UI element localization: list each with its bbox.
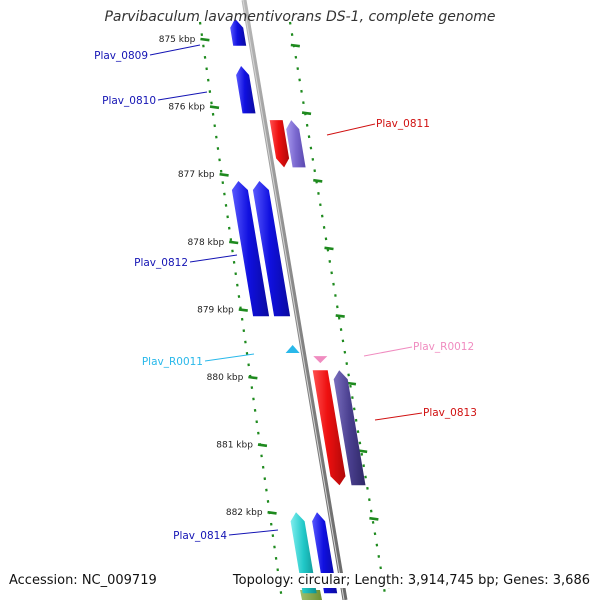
tick-2: 877 kbp	[178, 170, 323, 183]
label-leader-line	[204, 353, 255, 362]
gene-label-text: Plav_0814	[173, 530, 227, 542]
gene-Plav_0812	[252, 181, 291, 317]
accession-text: Accession: NC_009719	[9, 573, 157, 588]
gene-label-Plav_0811: Plav_0811	[326, 118, 430, 136]
tick-1: 876 kbp	[168, 103, 312, 116]
gene-Plav_0809	[230, 18, 247, 46]
gene-Plav_R0012	[313, 356, 328, 364]
map-title: Parvibaculum lavamentivorans DS-1, compl…	[104, 9, 496, 25]
tick-mark	[238, 308, 248, 312]
gene-Plav_0812a	[231, 181, 270, 317]
label-leader-line	[228, 529, 279, 536]
gene-Plav_0810	[236, 66, 256, 114]
label-leader-line	[363, 346, 413, 357]
labels-layer: Plav_0809 Plav_0810 Plav_0811 Plav_0812 Plav…	[94, 44, 477, 542]
gene-label-text: Plav_0812	[134, 257, 188, 269]
gene-Plav_0811	[269, 120, 290, 168]
label-leader-line	[374, 412, 423, 421]
tick-mark	[219, 172, 229, 177]
gene-Plav_0811b	[286, 120, 306, 168]
gene-label-text: Plav_0809	[94, 50, 148, 62]
tick-label: 881 kbp	[216, 441, 253, 451]
topology-text: Topology: circular; Length: 3,914,745 bp…	[230, 573, 590, 588]
gene-label-Plav_R0011: Plav_R0011	[142, 353, 255, 368]
gene-Plav_0813b	[333, 370, 366, 486]
tick-mark	[209, 105, 220, 110]
tick-label: 877 kbp	[178, 170, 215, 180]
tick-mark-right	[369, 516, 379, 521]
label-leader-line	[149, 44, 201, 56]
tick-mark	[248, 375, 258, 380]
tick-mark-right	[313, 178, 323, 183]
gene-label-text: Plav_R0012	[413, 341, 474, 353]
tick-mark-right	[335, 314, 345, 318]
genome-backbone	[241, 0, 348, 601]
gene-label-Plav_0812: Plav_0812	[134, 254, 238, 269]
right-ring-line	[288, 21, 388, 601]
tick-mark	[267, 510, 277, 515]
backbone-shine	[242, 0, 345, 601]
tick-mark	[257, 443, 268, 448]
tick-label: 875 kbp	[159, 35, 196, 45]
label-leader-line	[326, 123, 376, 136]
gene-Plav_R0011	[285, 344, 300, 353]
gene-label-text: Plav_R0011	[142, 356, 203, 368]
tick-mark-right	[324, 246, 334, 251]
tick-5: 880 kbp	[207, 373, 357, 386]
tick-mark	[229, 240, 239, 245]
tick-mark-right	[290, 43, 300, 48]
gene-label-Plav_0809: Plav_0809	[94, 44, 201, 62]
gene-label-text: Plav_0811	[376, 118, 430, 130]
tick-7: 882 kbp	[226, 508, 379, 521]
gene-label-Plav_0813: Plav_0813	[374, 407, 477, 421]
gene-label-Plav_R0012: Plav_R0012	[363, 341, 474, 357]
tick-mark-right	[301, 111, 312, 116]
gene-label-Plav_0810: Plav_0810	[102, 91, 208, 107]
tick-mark-right	[346, 381, 357, 386]
tick-label: 876 kbp	[168, 103, 205, 113]
label-leader-line	[189, 254, 238, 263]
tick-label: 880 kbp	[207, 373, 244, 383]
label-leader-line	[157, 91, 208, 101]
gene-label-text: Plav_0810	[102, 95, 156, 107]
tick-4: 879 kbp	[197, 305, 345, 318]
tick-3: 878 kbp	[188, 238, 334, 251]
tick-0: 875 kbp	[159, 35, 300, 48]
tick-label: 879 kbp	[197, 305, 234, 315]
gene-label-text: Plav_0813	[423, 407, 477, 419]
gene-label-Plav_0814: Plav_0814	[173, 529, 279, 542]
tick-mark	[200, 37, 210, 42]
gene-Plav_0813	[312, 370, 346, 486]
tick-label: 878 kbp	[188, 238, 225, 248]
tick-label: 882 kbp	[226, 508, 263, 518]
